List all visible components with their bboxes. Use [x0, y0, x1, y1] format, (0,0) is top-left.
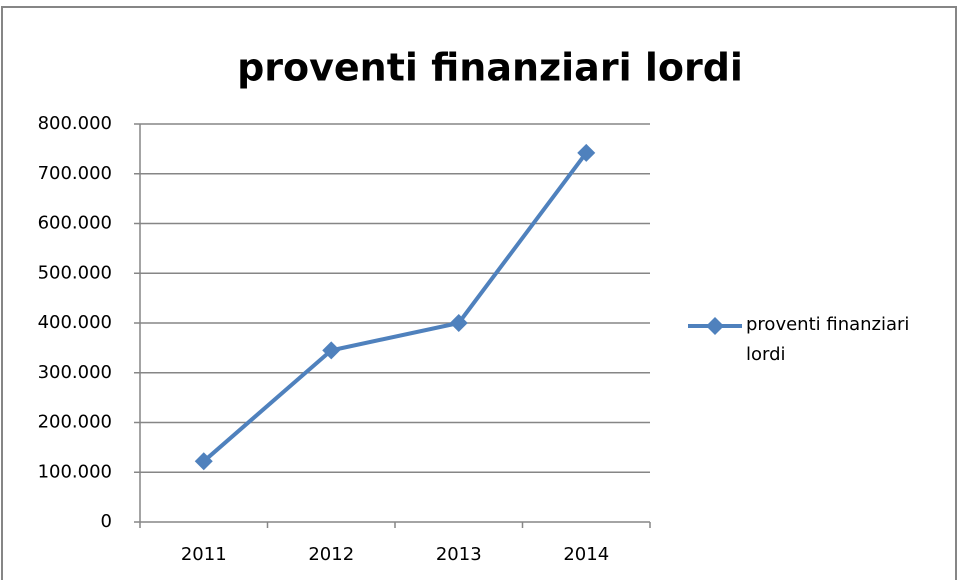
data-point: [449, 314, 468, 332]
y-tick-label: 400.000: [38, 312, 112, 333]
chart-border: [1, 6, 957, 580]
y-tick-label: 300.000: [38, 362, 112, 383]
legend-marker: [706, 317, 724, 335]
x-tick-label: 2014: [563, 544, 609, 565]
y-tick-label: 600.000: [38, 213, 112, 234]
y-tick-label: 800.000: [38, 113, 112, 134]
legend-label: proventi finanziari lordi: [746, 314, 910, 365]
x-tick-label: 2013: [436, 544, 482, 565]
data-point: [322, 341, 341, 360]
chart-title: proventi finanziari lordi: [237, 46, 743, 90]
y-tick-label: 500.000: [38, 262, 112, 283]
data-point: [577, 143, 596, 162]
series-line: [202, 151, 588, 463]
y-tick-label: 100.000: [38, 461, 112, 482]
y-tick-label: 700.000: [38, 163, 112, 184]
y-tick-label: 0: [101, 511, 112, 532]
x-tick-label: 2012: [308, 544, 354, 565]
y-tick-label: 200.000: [38, 412, 112, 433]
x-tick-label: 2011: [181, 544, 227, 565]
data-point: [194, 452, 213, 471]
